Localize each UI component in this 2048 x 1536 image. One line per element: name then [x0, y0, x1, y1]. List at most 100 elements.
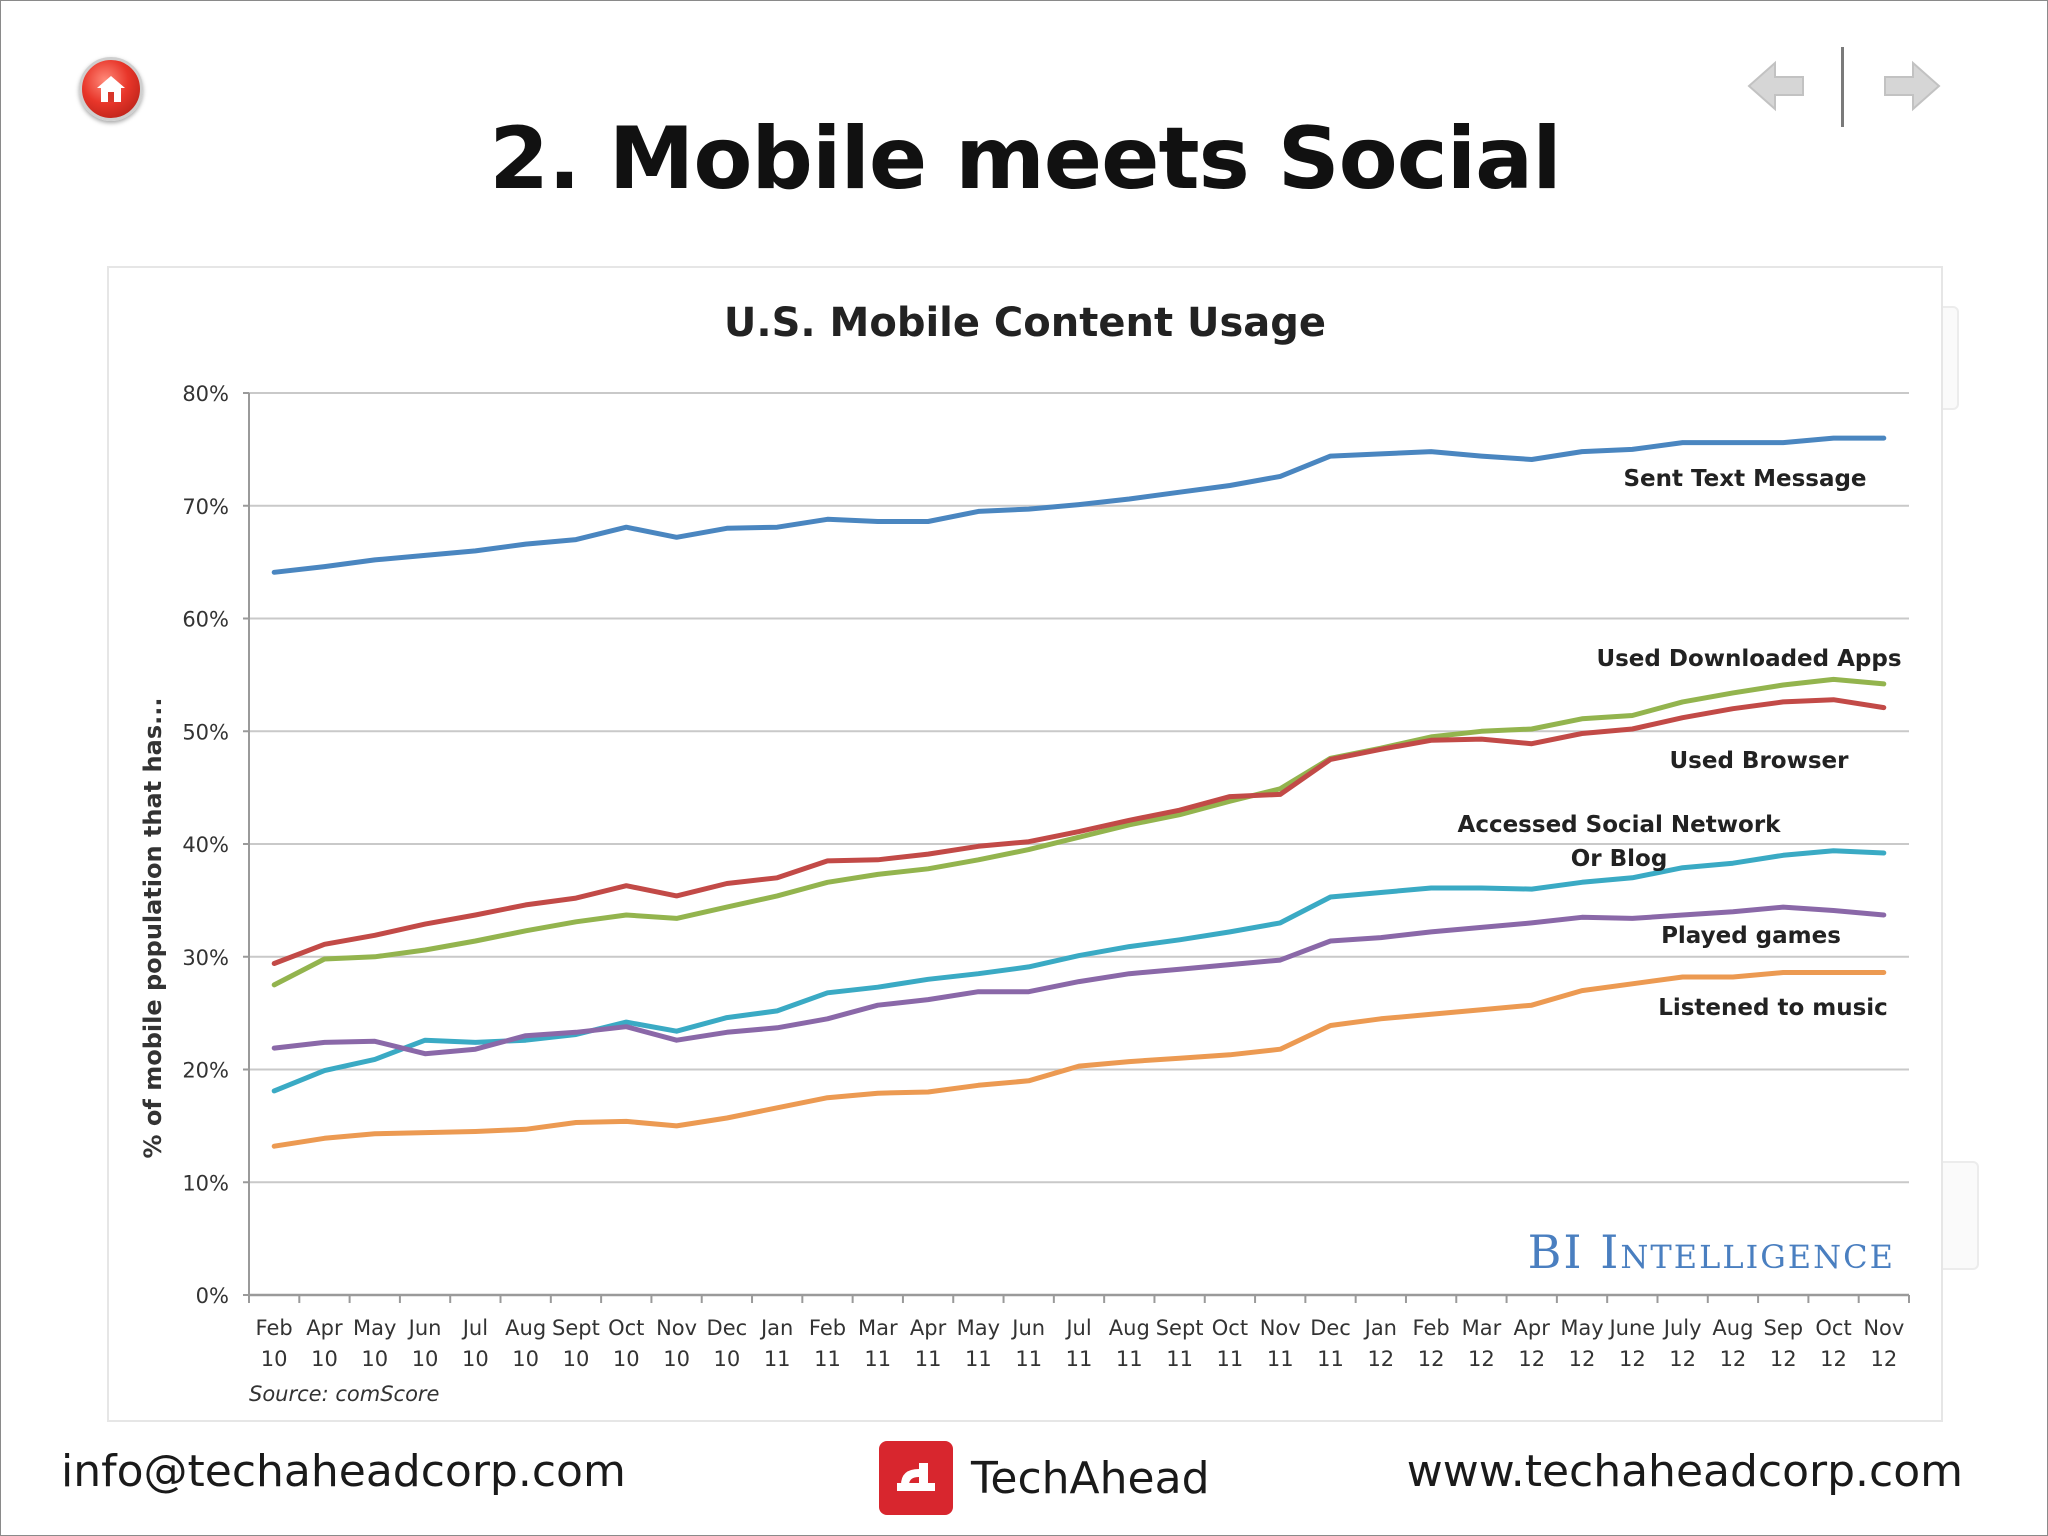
line-chart: U.S. Mobile Content Usage 0% 10% 20% 30% 40%… [139, 300, 1910, 1406]
x-tick-label-month: Jul [461, 1316, 488, 1340]
x-tick-label-year: 12 [1870, 1347, 1897, 1371]
footer-url[interactable]: www.techaheadcorp.com [1406, 1446, 1963, 1497]
series-line-used-browser [271, 697, 1887, 966]
x-tick-label-month: Sept [1156, 1316, 1204, 1340]
x-tick-label-month: Oct [1815, 1316, 1851, 1340]
series-label-accessed-social-network-or-blog: Accessed Social Network [1458, 812, 1782, 838]
y-tick-label: 40% [182, 833, 229, 857]
arrow-left-icon [1747, 60, 1804, 112]
y-tick-label: 80% [182, 382, 229, 406]
y-axis-label: % of mobile population that has... [139, 698, 167, 1159]
x-tick-label-month: Dec [707, 1316, 748, 1340]
x-tick-label-year: 10 [714, 1347, 741, 1371]
x-tick-label-year: 11 [1015, 1347, 1042, 1371]
x-tick-label-month: July [1662, 1316, 1702, 1340]
series-label-sent-text-message: Sent Text Message [1623, 466, 1866, 492]
gridlines [248, 392, 1909, 1297]
x-tick-label-year: 11 [764, 1347, 791, 1371]
techahead-logo [879, 1441, 953, 1515]
y-tick-label: 10% [182, 1171, 229, 1195]
x-tick-label-year: 10 [261, 1347, 288, 1371]
x-tick-label-year: 11 [1267, 1347, 1294, 1371]
y-tick-label: 30% [182, 946, 229, 970]
series-line-accessed-social-network-or-blog [271, 848, 1887, 1094]
series-line-listened-to-music [271, 970, 1887, 1149]
series-label-used-downloaded-apps: Used Downloaded Apps [1596, 646, 1901, 672]
x-tick-label-year: 11 [1317, 1347, 1344, 1371]
x-tick-label-year: 11 [1066, 1347, 1093, 1371]
x-tick-label-month: Jun [1010, 1316, 1045, 1340]
prev-slide-button[interactable] [1741, 51, 1811, 121]
x-tick-label-month: Jan [1363, 1316, 1397, 1340]
x-tick-label-year: 12 [1518, 1347, 1545, 1371]
x-tick-label-year: 12 [1418, 1347, 1445, 1371]
y-tick-label: 0% [196, 1284, 229, 1308]
nav-separator [1841, 47, 1844, 127]
home-icon [97, 76, 125, 102]
footer-email[interactable]: info@techaheadcorp.com [61, 1446, 626, 1497]
slide-title: 2. Mobile meets Social [489, 109, 1561, 209]
x-axis-ticks: Feb 10 Apr 10 May 10 Jun 10 Jul 10 Aug 10 Sept 10 Oct 1… [248, 1295, 1910, 1371]
x-tick-label-year: 12 [1468, 1347, 1495, 1371]
series-labels: Sent Text Message Used Downloaded Apps Use… [1458, 466, 1902, 1021]
series-label-listened-to-music: Listened to music [1658, 995, 1888, 1021]
x-tick-label-year: 12 [1569, 1347, 1596, 1371]
x-tick-label-month: June [1607, 1316, 1655, 1340]
y-tick-label: 60% [182, 608, 229, 632]
series-line-sent-text-message [271, 435, 1887, 575]
series-lines [271, 435, 1887, 1149]
x-tick-label-month: May [353, 1316, 396, 1340]
x-tick-label-month: Feb [1413, 1316, 1450, 1340]
x-tick-label-year: 10 [563, 1347, 590, 1371]
x-tick-label-year: 12 [1820, 1347, 1847, 1371]
x-tick-label-month: Jan [759, 1316, 793, 1340]
x-tick-label-year: 10 [613, 1347, 640, 1371]
home-button[interactable] [79, 57, 143, 121]
x-tick-label-month: May [957, 1316, 1000, 1340]
x-tick-label-month: Apr [910, 1316, 947, 1340]
x-tick-label-month: Feb [256, 1316, 293, 1340]
x-tick-label-month: Oct [608, 1316, 644, 1340]
brand-name: TechAhead [971, 1452, 1210, 1504]
x-tick-label-month: Aug [505, 1316, 546, 1340]
x-tick-label-month: Apr [1514, 1316, 1551, 1340]
x-tick-label-month: Nov [1260, 1316, 1301, 1340]
x-tick-label-year: 10 [663, 1347, 690, 1371]
x-tick-label-month: Nov [1863, 1316, 1904, 1340]
x-tick-label-year: 11 [1166, 1347, 1193, 1371]
x-tick-label-year: 11 [1217, 1347, 1244, 1371]
x-tick-label-month: Mar [858, 1316, 898, 1340]
series-label-accessed-social-network-or-blog: Or Blog [1571, 846, 1668, 872]
arrow-right-icon [1884, 60, 1941, 112]
y-tick-label: 70% [182, 495, 229, 519]
next-slide-button[interactable] [1877, 51, 1947, 121]
x-tick-label-month: Dec [1310, 1316, 1351, 1340]
x-tick-label-month: Jul [1064, 1316, 1091, 1340]
x-tick-label-year: 12 [1770, 1347, 1797, 1371]
x-tick-label-year: 11 [915, 1347, 942, 1371]
x-tick-label-month: Sep [1763, 1316, 1803, 1340]
x-tick-label-month: Jun [407, 1316, 442, 1340]
series-label-played-games: Played games [1661, 923, 1841, 949]
x-tick-label-year: 11 [814, 1347, 841, 1371]
bi-intelligence-watermark: BI Intelligence [1528, 1225, 1895, 1279]
x-tick-label-month: Mar [1462, 1316, 1502, 1340]
x-tick-label-month: Nov [656, 1316, 697, 1340]
x-tick-label-month: Sept [552, 1316, 600, 1340]
chart-title: U.S. Mobile Content Usage [724, 300, 1326, 346]
x-tick-label-year: 10 [311, 1347, 338, 1371]
x-tick-label-year: 12 [1669, 1347, 1696, 1371]
series-line-played-games [271, 904, 1887, 1057]
x-tick-label-year: 10 [361, 1347, 388, 1371]
brand-glyph [897, 1463, 935, 1491]
x-tick-label-month: Feb [809, 1316, 846, 1340]
x-tick-label-year: 12 [1619, 1347, 1646, 1371]
x-tick-label-year: 12 [1367, 1347, 1394, 1371]
x-tick-label-year: 10 [512, 1347, 539, 1371]
x-tick-label-year: 11 [965, 1347, 992, 1371]
x-tick-label-year: 10 [462, 1347, 489, 1371]
x-tick-label-month: Apr [306, 1316, 343, 1340]
chart-source: Source: comScore [249, 1382, 439, 1406]
x-tick-label-year: 10 [412, 1347, 439, 1371]
